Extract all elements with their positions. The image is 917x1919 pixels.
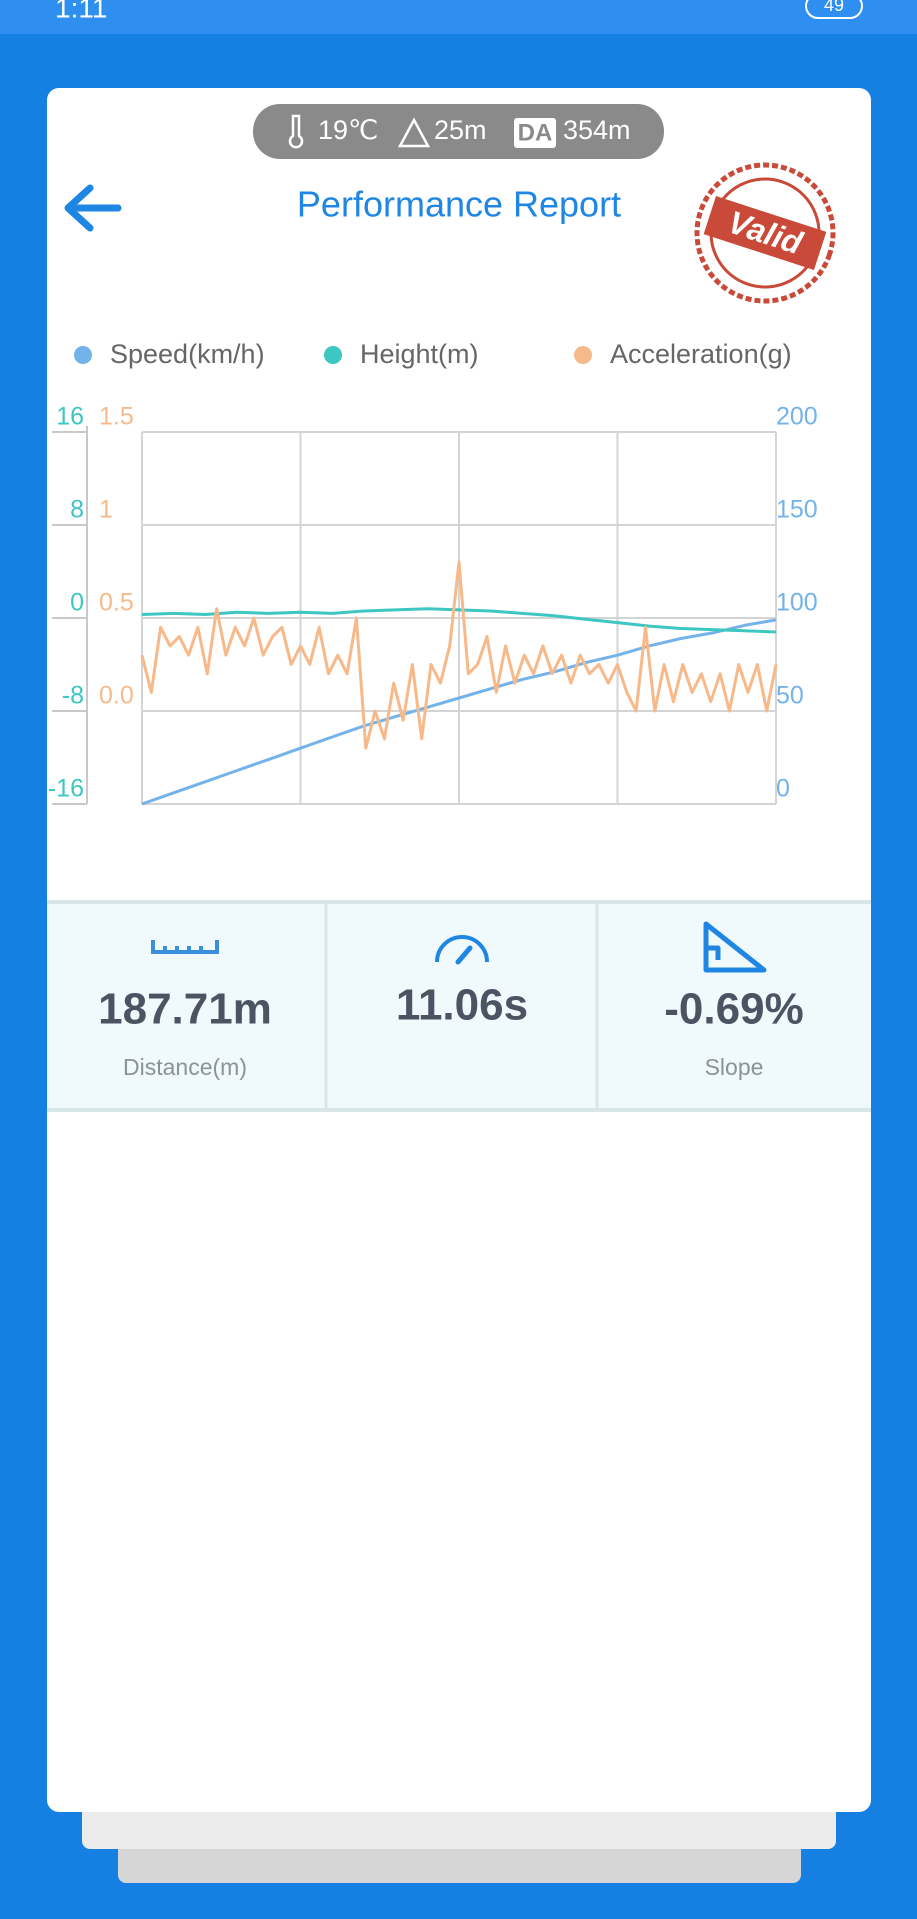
y-tick-label: 8: [70, 496, 84, 524]
y2-tick-label: 200: [776, 403, 818, 431]
stat-label: Slope: [705, 1054, 764, 1080]
stat-label: Distance(m): [123, 1054, 247, 1080]
status-time: 1:11: [55, 0, 107, 23]
gauge-icon: [435, 935, 489, 963]
battery-level: 49: [824, 0, 844, 15]
y2-tick-label: 0: [776, 775, 790, 803]
legend-label: Height(m): [360, 339, 479, 369]
y-tick-label: -16: [48, 775, 84, 803]
stat-value: 187.71m: [98, 985, 272, 1034]
stat-value: -0.69%: [664, 985, 803, 1034]
series-line: [141, 618, 777, 806]
stamp-band: [703, 196, 827, 270]
y-tick-label: 0: [70, 589, 84, 617]
da-badge: DA: [518, 119, 553, 146]
series-line: [141, 607, 777, 634]
y3-tick-label: 0.0: [99, 682, 134, 710]
y3-tick-label: 0.5: [99, 589, 134, 617]
y-tick-label: 16: [56, 403, 84, 431]
da-badge-bg: [514, 118, 556, 148]
density-altitude: 354m: [563, 115, 631, 145]
legend-dot: [574, 346, 592, 364]
y-tick-label: -8: [62, 682, 84, 710]
thermometer-icon: [288, 114, 304, 149]
slope-icon: [703, 921, 767, 973]
gauge-needle: [455, 945, 473, 965]
legend-dot: [324, 346, 342, 364]
stamp-ring: [694, 162, 836, 304]
y2-tick-label: 150: [776, 496, 818, 524]
y2-tick-label: 50: [776, 682, 804, 710]
ruler-icon: [151, 940, 219, 954]
legend-label: Speed(km/h): [110, 339, 265, 369]
y3-tick-label: 1: [99, 496, 113, 524]
stat-value: 11.06s: [396, 981, 528, 1030]
chart: 16 8 0 -8 -16 1.5 1 0.5 0.0 200 150 100 50 0 Speed(km/…: [48, 339, 818, 806]
y3-tick-label: 1.5: [99, 403, 134, 431]
status-bar: [0, 0, 917, 34]
temperature: 19℃: [318, 115, 378, 145]
battery-icon: [805, 0, 863, 19]
series-line: [140, 560, 778, 750]
page-title: Performance Report: [297, 184, 621, 225]
altitude: 25m: [434, 115, 487, 145]
legend-label: Acceleration(g): [610, 339, 792, 369]
legend-dot: [74, 346, 92, 364]
back-button[interactable]: [64, 184, 122, 232]
conditions-pill: [253, 104, 664, 159]
y2-tick-label: 100: [776, 589, 818, 617]
mountain-icon: [397, 117, 431, 148]
